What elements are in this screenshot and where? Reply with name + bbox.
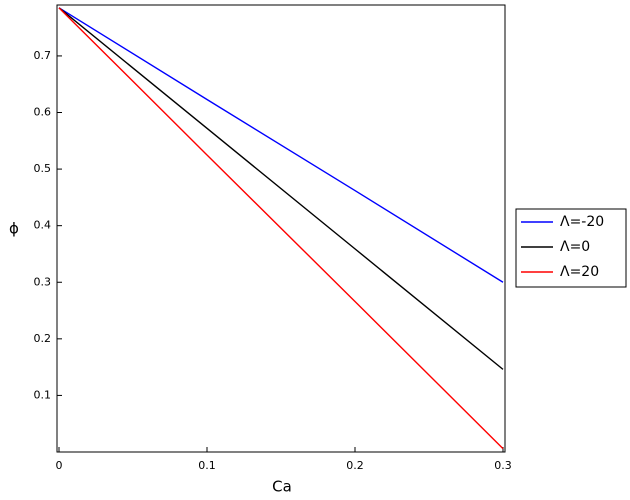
x-tick-label: 0.2 (346, 459, 364, 472)
y-axis-label: ϕ (9, 220, 19, 238)
legend-label: Λ=0 (560, 239, 590, 255)
y-tick-label: 0.2 (34, 332, 52, 345)
series-line (58, 7, 504, 283)
x-tick-label: 0 (56, 459, 63, 472)
y-tick-label: 0.4 (34, 219, 52, 232)
y-tick-label: 0.3 (34, 275, 52, 288)
x-axis-label: Ca (272, 478, 292, 496)
y-tick-label: 0.6 (34, 106, 52, 119)
legend-label: Λ=20 (560, 264, 599, 280)
y-tick-label: 0.5 (34, 162, 52, 175)
series-line (58, 7, 504, 450)
plot-frame (56, 4, 506, 453)
legend-label: Λ=-20 (560, 214, 604, 230)
x-tick-label: 0.1 (198, 459, 216, 472)
series-line (58, 7, 504, 370)
y-tick-label: 0.1 (34, 388, 52, 401)
x-tick-label: 0.3 (494, 459, 512, 472)
y-tick-label: 0.7 (34, 49, 52, 62)
